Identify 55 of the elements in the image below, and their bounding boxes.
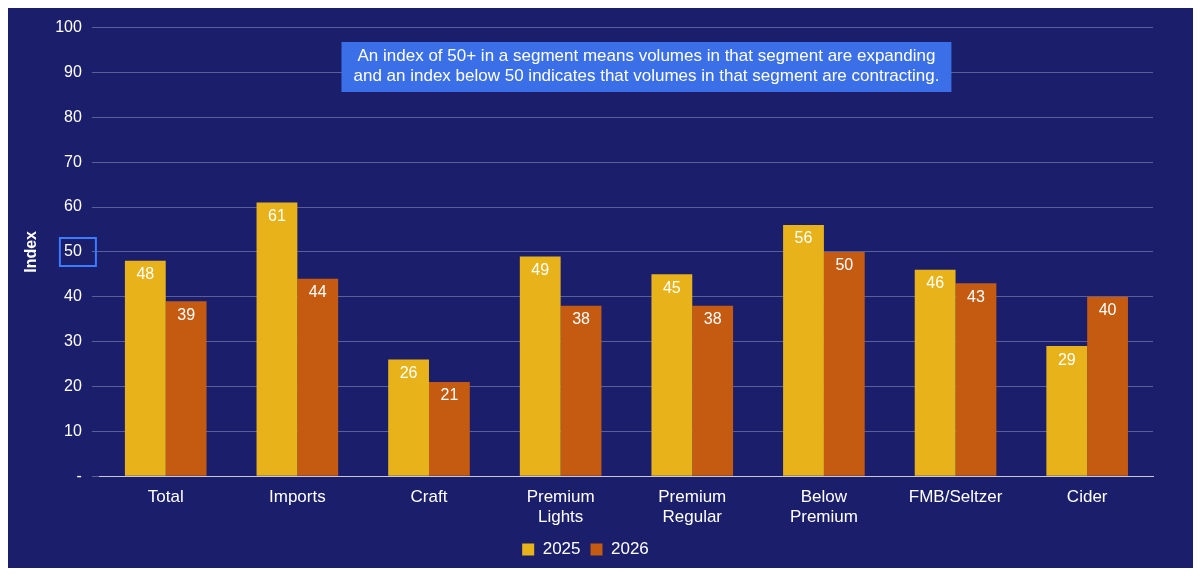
x-tick-label: Below Premium xyxy=(789,487,858,527)
bar xyxy=(519,256,561,476)
x-tick-label: Total xyxy=(147,487,184,507)
x-tick-label: Cider xyxy=(1066,487,1108,507)
data-label: 38 xyxy=(703,310,722,328)
bar xyxy=(165,301,207,476)
bar xyxy=(823,251,865,476)
x-tick-label: Premium Lights xyxy=(526,487,595,527)
data-label: 45 xyxy=(662,278,681,296)
bar xyxy=(560,305,602,476)
bar xyxy=(256,202,298,476)
data-label: 38 xyxy=(572,310,591,328)
data-label: 61 xyxy=(268,206,286,224)
y-axis-title: Index xyxy=(22,230,40,273)
bar xyxy=(428,381,470,476)
x-tick-label: Craft xyxy=(410,487,448,507)
y-tick-label: 20 xyxy=(64,376,82,394)
data-label: 44 xyxy=(308,283,327,301)
bar xyxy=(388,359,429,476)
bar xyxy=(955,283,997,476)
y-tick-label: 60 xyxy=(64,197,82,215)
data-label: 40 xyxy=(1098,301,1117,319)
bar xyxy=(692,305,734,476)
bar xyxy=(124,260,166,476)
bar xyxy=(297,278,339,476)
x-tick-label: Imports xyxy=(269,487,326,507)
data-label: 49 xyxy=(531,260,550,278)
x-tick-label: FMB/Seltzer xyxy=(908,487,1003,507)
data-label: 46 xyxy=(926,274,945,292)
bar xyxy=(651,274,693,476)
y-tick-label: 50 xyxy=(64,242,82,260)
bar xyxy=(914,269,956,476)
data-label: 56 xyxy=(794,229,813,247)
data-label: 26 xyxy=(399,363,418,381)
y-tick-label: 10 xyxy=(64,421,82,439)
y-tick-label: 40 xyxy=(64,287,82,305)
bar xyxy=(1087,296,1128,476)
y-tick-label: 90 xyxy=(64,62,82,80)
bar xyxy=(1046,346,1088,476)
y-tick-label: 100 xyxy=(55,18,82,36)
y-tick-label: 70 xyxy=(64,152,82,170)
data-label: 43 xyxy=(967,287,985,305)
legend-label: 2026 xyxy=(611,539,649,559)
y-tick-label: - xyxy=(76,466,82,484)
data-label: 48 xyxy=(136,265,155,283)
x-tick-label: Premium Regular xyxy=(658,487,727,527)
bar xyxy=(783,224,824,476)
data-label: 39 xyxy=(177,305,196,323)
y-tick-label: 80 xyxy=(64,107,82,125)
data-label: 21 xyxy=(440,386,459,404)
y-tick-label: 30 xyxy=(64,332,82,350)
annotation: An index of 50+ in a segment means volumes in that segment are expanding and an index below 50 indicates that volumes in that segment are contracting. xyxy=(353,46,940,86)
data-label: 29 xyxy=(1057,350,1076,368)
legend-label: 2025 xyxy=(542,539,581,559)
data-label: 50 xyxy=(835,256,854,274)
